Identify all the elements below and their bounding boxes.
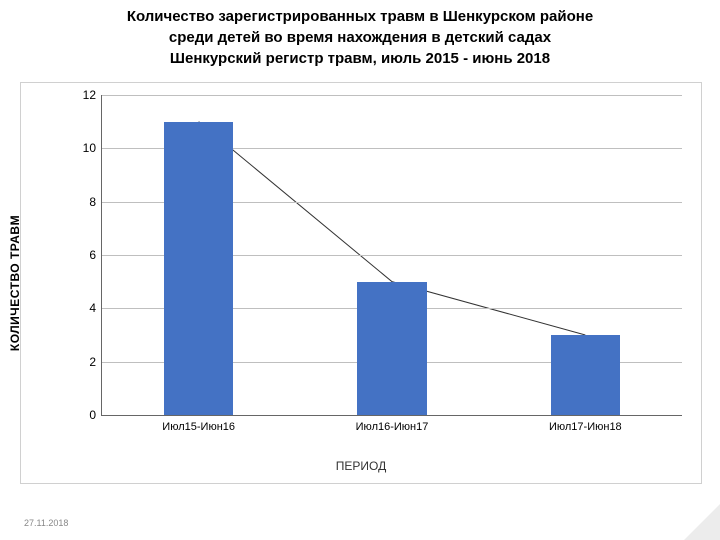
title-line-2: среди детей во время нахождения в детски… (0, 27, 720, 48)
y-tick-label: 2 (89, 355, 96, 369)
y-tick-label: 4 (89, 301, 96, 315)
plot-area: 024681012Июл15-Июн16Июл16-Июн17Июл17-Июн… (101, 95, 682, 416)
x-tick-label: Июл17-Июн18 (549, 421, 622, 433)
x-tick-label: Июл15-Июн16 (162, 421, 235, 433)
bar (357, 282, 427, 415)
corner-decoration (684, 504, 720, 540)
title-line-3: Шенкурский регистр травм, июль 2015 - ию… (0, 48, 720, 69)
y-tick-label: 12 (83, 88, 96, 102)
bar (164, 122, 234, 415)
bar (551, 335, 621, 415)
y-tick-label: 6 (89, 248, 96, 262)
chart-container: КОЛИЧЕСТВО ТРАВМ 024681012Июл15-Июн16Июл… (20, 82, 702, 484)
grid-line (102, 95, 682, 96)
y-axis-label: КОЛИЧЕСТВО ТРАВМ (8, 215, 22, 351)
title-line-1: Количество зарегистрированных травм в Ше… (0, 6, 720, 27)
date-stamp: 27.11.2018 (24, 518, 68, 528)
y-tick-label: 10 (83, 141, 96, 155)
y-tick-label: 8 (89, 195, 96, 209)
x-axis-label: ПЕРИОД (336, 459, 386, 473)
chart-title: Количество зарегистрированных травм в Ше… (0, 0, 720, 69)
x-tick-label: Июл16-Июн17 (356, 421, 429, 433)
y-tick-label: 0 (89, 408, 96, 422)
